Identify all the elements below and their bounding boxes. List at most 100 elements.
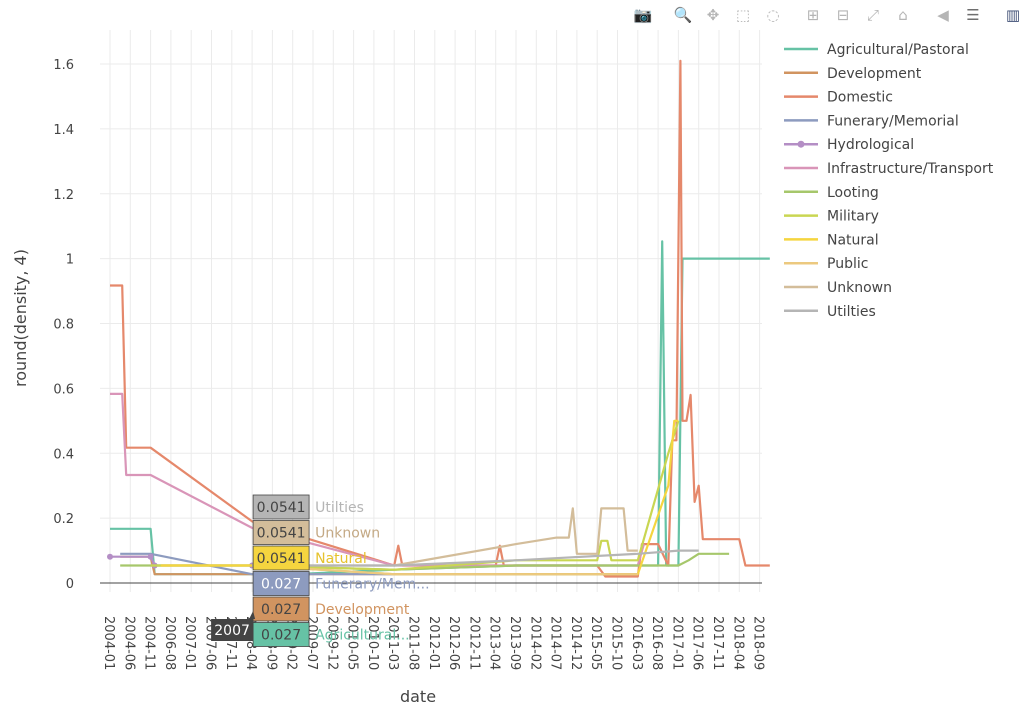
hover-value-box <box>252 596 310 622</box>
hover-value-box <box>252 520 310 545</box>
spike-lines-icon[interactable]: ◀ <box>937 6 949 24</box>
series-line-10 <box>252 507 638 567</box>
x-tick-label: 2004-06 <box>121 616 136 670</box>
x-tick-label: 2006-08 <box>162 616 177 670</box>
hover-series-name: Utilties <box>315 500 364 516</box>
modebar: 📷 🔍 ✥ ⬚ ◌ ⊞ ⊟ ⤢ ⌂ ◀ ☰ ▥ <box>628 4 1027 26</box>
series-lines <box>107 59 770 578</box>
hover-value: 0.027 <box>261 602 301 618</box>
x-tick-label: 2015-10 <box>609 616 624 670</box>
y-tick-label: 0.8 <box>53 318 74 333</box>
legend-label: Utilties <box>827 304 876 320</box>
legend-item[interactable]: Development <box>784 66 922 82</box>
x-tick-label: 2004-01 <box>101 616 116 670</box>
y-axis-ticks: 0 0.2 0.4 0.6 0.8 1 1.2 1.4 1.6 <box>53 58 74 592</box>
autoscale-icon[interactable]: ⤢ <box>866 6 879 24</box>
x-tick-label: 2017-01 <box>669 616 684 670</box>
y-tick-label: 1.6 <box>53 58 74 73</box>
legend-label: Public <box>827 256 868 272</box>
x-tick-label: 2016-03 <box>629 616 644 670</box>
y-tick-label: 0 <box>66 577 74 592</box>
x-tick-label: 2010-05 <box>345 616 360 670</box>
hover-labels: 0.0541 Utilties 0.0541 Unknown 0.0541 Natural… <box>211 494 430 647</box>
legend-label: Looting <box>827 185 879 201</box>
hover-value: 0.0541 <box>257 551 306 567</box>
hover-label: 0.027 Agricultural... <box>252 622 410 647</box>
series-line-7 <box>150 420 680 571</box>
legend-label: Unknown <box>827 280 892 296</box>
series-line-9 <box>252 564 638 576</box>
legend-item[interactable]: Looting <box>784 185 879 201</box>
x-axis-ticks: 2004-01 2004-06 2004-11 2006-08 2007-01 2007-… <box>101 616 766 670</box>
hover-x-label: 2007 <box>211 611 256 641</box>
hover-label: 0.0541 Natural <box>252 545 367 571</box>
legend-item[interactable]: Infrastructure/Transport <box>784 161 994 177</box>
legend[interactable]: Agricultural/Pastoral Development Domestic… <box>784 42 994 320</box>
x-tick-label: 2018-09 <box>751 616 766 670</box>
x-tick-label: 2012-06 <box>446 616 461 670</box>
plotly-logo-icon[interactable]: ▥ <box>1005 6 1021 24</box>
series-line-4 <box>110 555 253 567</box>
x-tick-label: 2016-08 <box>649 616 664 670</box>
series-line-11 <box>252 549 699 567</box>
camera-icon[interactable]: 📷 <box>633 6 653 24</box>
hover-series-name: Natural <box>315 551 367 567</box>
legend-label: Infrastructure/Transport <box>827 161 994 177</box>
legend-item[interactable]: Funerary/Memorial <box>784 113 959 129</box>
hover-value-box <box>252 545 310 571</box>
legend-marker <box>797 140 805 148</box>
legend-item[interactable]: Unknown <box>784 280 892 296</box>
y-tick-label: 1 <box>66 253 74 268</box>
home-icon[interactable]: ⌂ <box>898 6 908 24</box>
y-tick-label: 1.4 <box>53 123 74 138</box>
lasso-icon[interactable]: ◌ <box>766 6 780 24</box>
hover-value: 0.027 <box>261 577 301 593</box>
zoom-out-icon[interactable]: ⊟ <box>836 6 850 24</box>
y-tick-label: 0.4 <box>53 447 74 462</box>
hover-x-pointer <box>249 611 256 619</box>
x-tick-label: 2011-03 <box>385 616 400 670</box>
x-tick-label: 2004-11 <box>142 616 157 670</box>
x-tick-label: 2014-07 <box>548 616 563 670</box>
hover-x-text: 2007 <box>214 623 250 639</box>
x-tick-label: 2013-09 <box>507 616 522 670</box>
legend-item[interactable]: Utilties <box>784 304 876 320</box>
grid-lines <box>100 30 762 592</box>
x-tick-label: 2011-08 <box>406 616 421 670</box>
x-tick-label: 2012-11 <box>466 616 481 670</box>
x-tick-label: 2017-11 <box>710 616 725 670</box>
hover-series-name: Agricultural... <box>315 628 410 644</box>
legend-item[interactable]: Military <box>784 209 879 225</box>
legend-item[interactable]: Hydrological <box>784 137 914 153</box>
x-tick-label: 2012-01 <box>426 616 441 670</box>
compare-hover-icon[interactable]: ☰ <box>966 6 980 24</box>
hover-value-box <box>252 571 310 596</box>
hover-value: 0.0541 <box>257 526 306 542</box>
hover-series-name: Development <box>315 602 410 618</box>
x-tick-label: 2018-04 <box>730 616 745 670</box>
zoom-in-icon[interactable]: ⊞ <box>806 6 820 24</box>
x-tick-label: 2014-02 <box>527 616 542 670</box>
y-tick-label: 0.2 <box>53 512 74 527</box>
legend-item[interactable]: Public <box>784 256 868 272</box>
legend-label: Hydrological <box>827 137 914 153</box>
series-line-0 <box>110 240 770 576</box>
x-axis-title: date <box>400 687 436 706</box>
pan-icon[interactable]: ✥ <box>706 6 720 24</box>
x-tick-label: 2014-12 <box>568 616 583 670</box>
x-tick-label: 2013-04 <box>487 616 502 670</box>
legend-label: Natural <box>827 232 879 248</box>
zoom-icon[interactable]: 🔍 <box>673 6 693 24</box>
legend-item[interactable]: Natural <box>784 232 879 248</box>
hover-value-box <box>252 494 310 520</box>
box-select-icon[interactable]: ⬚ <box>735 6 751 24</box>
legend-item[interactable]: Agricultural/Pastoral <box>784 42 969 58</box>
series-point <box>147 553 154 560</box>
series-line-2 <box>110 59 770 578</box>
x-tick-label: 2007-01 <box>182 616 197 670</box>
x-tick-label: 2015-05 <box>588 616 603 670</box>
hover-label: 0.027 Funerary/Mem... <box>252 571 430 596</box>
legend-label: Military <box>827 209 879 225</box>
legend-item[interactable]: Domestic <box>784 90 893 106</box>
